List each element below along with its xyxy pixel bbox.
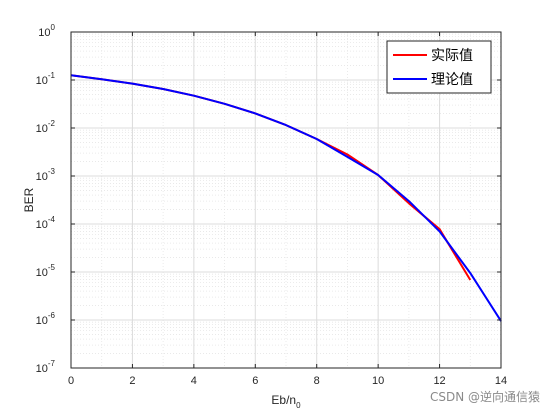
x-tick-label: 12 xyxy=(433,375,445,387)
watermark: CSDN @逆向通信猿 xyxy=(429,390,540,404)
x-axis-label: Eb/n0 xyxy=(271,393,301,410)
x-axis-ticks: 0 2 4 6 8 10 12 14 xyxy=(68,32,507,387)
y-tick-label: 10-2 xyxy=(36,119,56,135)
x-tick-label: 4 xyxy=(191,375,197,387)
x-tick-label: 8 xyxy=(314,375,320,387)
y-tick-label: 10-3 xyxy=(36,167,56,183)
x-tick-label: 6 xyxy=(252,375,258,387)
x-tick-label: 0 xyxy=(68,375,74,387)
y-tick-label: 10-5 xyxy=(36,263,56,279)
legend-label-theory: 理论值 xyxy=(431,72,473,88)
y-tick-label: 10-7 xyxy=(36,359,56,375)
y-tick-label: 100 xyxy=(38,23,55,39)
minor-grid xyxy=(71,32,501,368)
y-tick-label: 10-6 xyxy=(36,311,56,327)
legend-box xyxy=(386,40,492,94)
plot-area xyxy=(70,31,502,369)
series-line-theory xyxy=(70,74,502,322)
legend: 实际值 理论值 xyxy=(386,40,492,94)
x-tick-label: 14 xyxy=(495,375,507,387)
x-tick-label: 2 xyxy=(129,375,135,387)
x-tick-label: 10 xyxy=(372,375,384,387)
y-axis-label: BER xyxy=(22,187,36,212)
legend-label-actual: 实际值 xyxy=(431,48,473,64)
y-tick-label: 10-4 xyxy=(36,215,56,231)
y-tick-label: 10-1 xyxy=(36,71,56,87)
series-layer xyxy=(70,74,502,322)
x-axis-label-subscript: 0 xyxy=(296,401,301,410)
x-axis-label-main: Eb/n xyxy=(271,393,296,407)
y-axis-ticks: 100 10-1 10-2 10-3 10-4 10-5 10-6 10-7 xyxy=(36,23,501,375)
